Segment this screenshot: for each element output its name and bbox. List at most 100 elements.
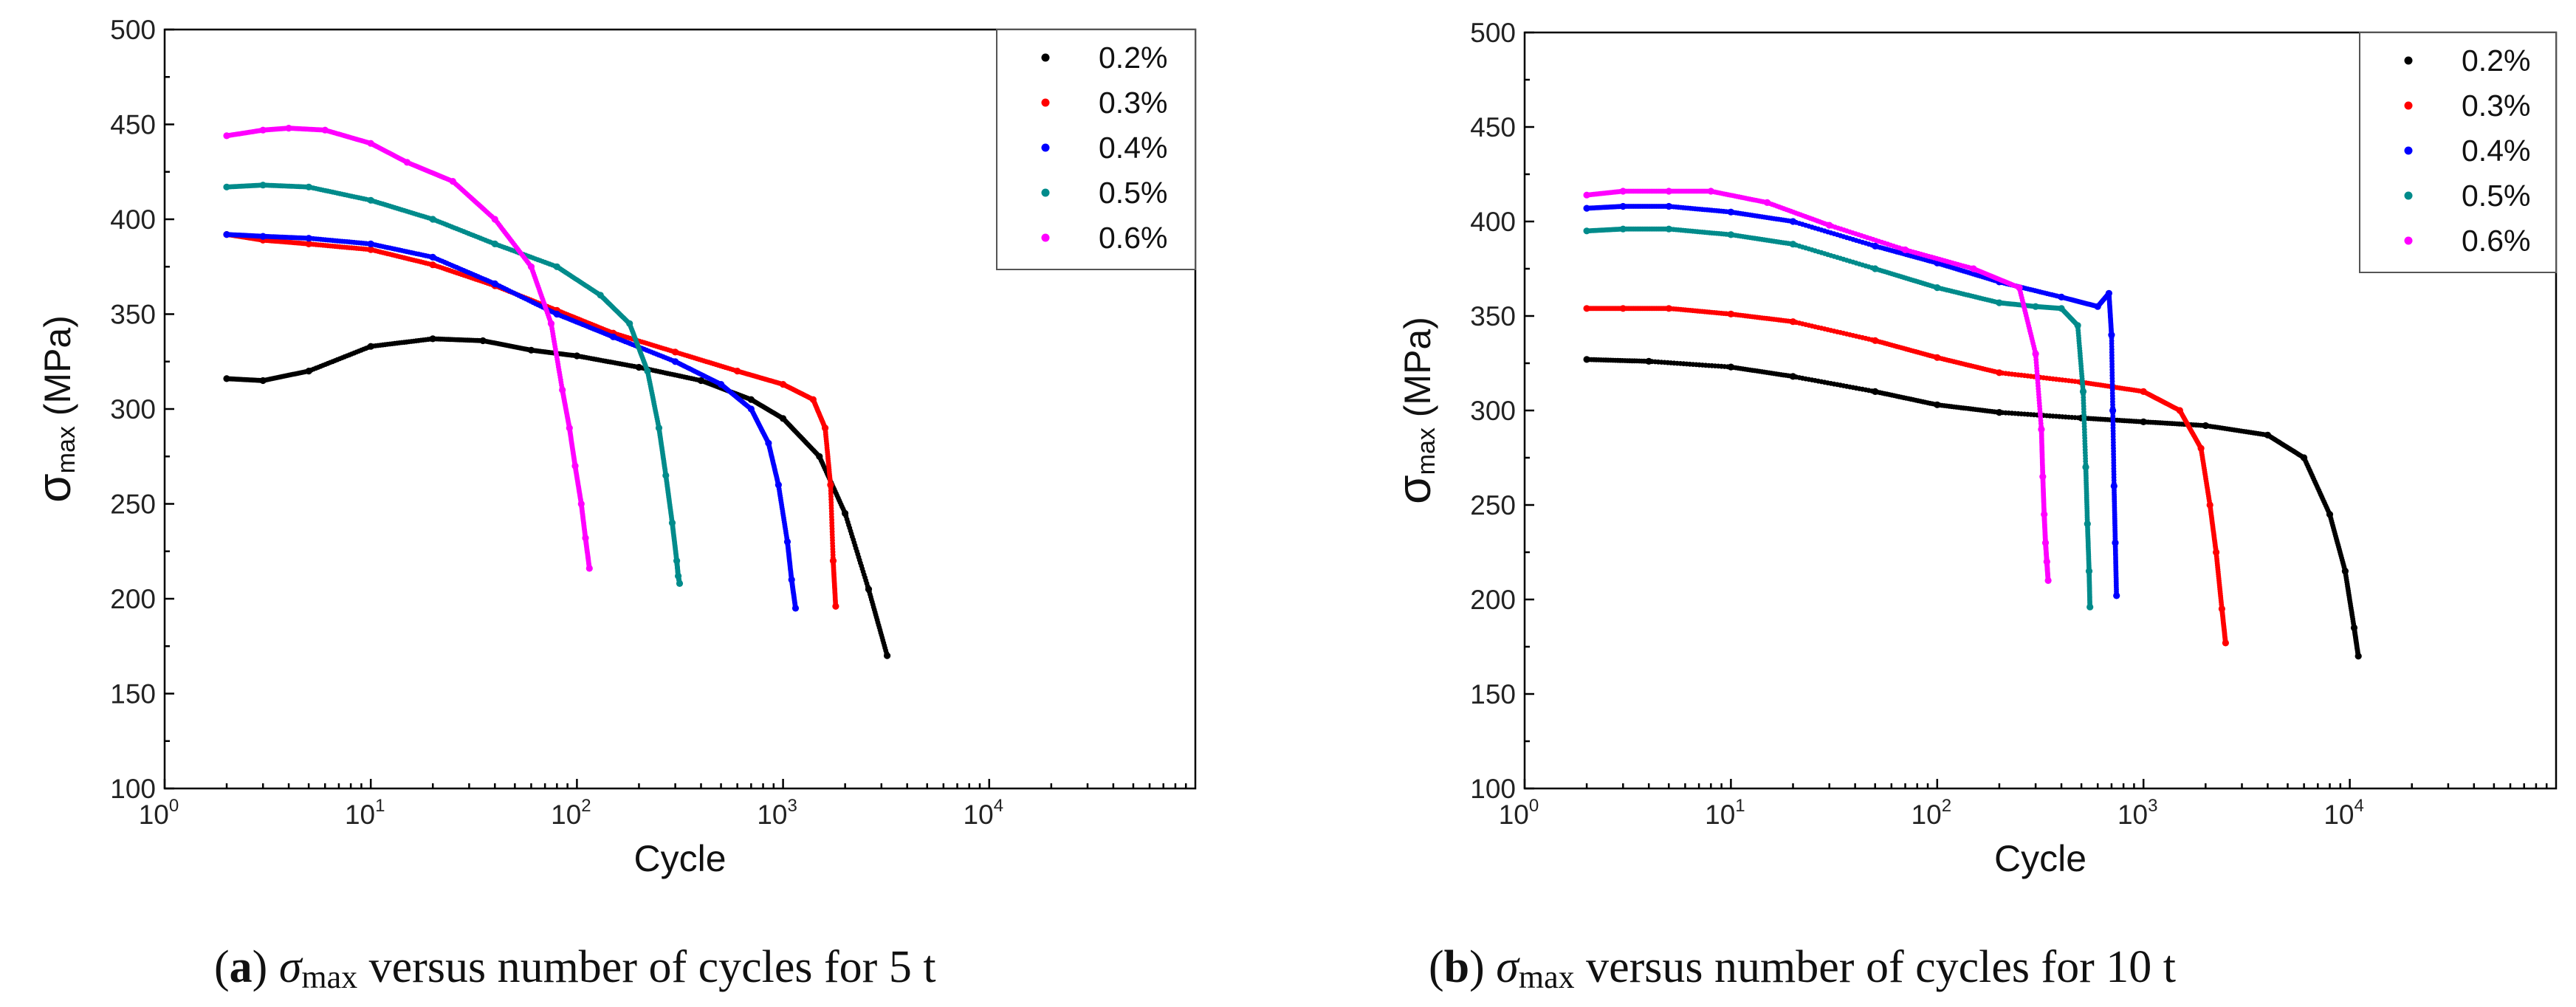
panel-caption: (a) σmax versus number of cycles for 5 t	[214, 942, 936, 995]
y-tick-label: 300	[1470, 396, 1516, 426]
data-point	[1619, 305, 1627, 312]
data-point	[547, 320, 555, 327]
series-0.3pct	[223, 231, 839, 610]
y-tick-label: 500	[1470, 18, 1516, 48]
y-tick-label: 450	[110, 110, 156, 140]
data-point	[585, 565, 593, 572]
data-point	[2218, 605, 2225, 613]
data-point	[827, 481, 834, 489]
data-point	[367, 140, 374, 147]
data-point	[597, 292, 604, 299]
caption-open: (	[1429, 942, 1444, 992]
data-point	[1727, 310, 1734, 317]
x-tick-label: 101	[1705, 796, 1745, 830]
legend-label: 0.2%	[2462, 44, 2530, 78]
legend-box	[996, 29, 1196, 270]
series-0.6pct	[223, 125, 593, 572]
data-point	[2140, 418, 2147, 426]
legend-marker	[2404, 236, 2413, 245]
data-point	[610, 333, 617, 340]
data-point	[223, 183, 230, 190]
data-point	[2085, 568, 2093, 575]
data-point	[635, 363, 643, 371]
data-point	[655, 425, 663, 432]
data-point	[321, 126, 329, 134]
legend-item: 0.3%	[1041, 86, 1167, 120]
data-point	[577, 500, 585, 508]
data-point	[672, 348, 679, 356]
data-point	[2041, 511, 2048, 518]
data-point	[1727, 231, 1734, 238]
data-point	[479, 337, 487, 345]
caption-symbol: σ	[1496, 942, 1520, 992]
data-point	[527, 346, 535, 354]
legend-marker	[1041, 188, 1050, 197]
data-point	[1707, 188, 1714, 195]
data-point	[1727, 208, 1734, 216]
legend-item: 0.4%	[2404, 134, 2530, 168]
x-tick-label: 102	[1912, 796, 1952, 830]
y-axis-title: σmax (MPa)	[27, 315, 80, 503]
x-axis-title: Cycle	[633, 838, 726, 879]
data-point	[1583, 191, 1590, 199]
data-point	[2016, 284, 2023, 292]
data-point	[780, 381, 787, 388]
y-tick-label: 100	[1470, 774, 1516, 804]
data-point	[2113, 592, 2120, 599]
data-point	[1619, 225, 1627, 233]
legend-label: 0.2%	[1099, 41, 1167, 75]
data-point	[2058, 293, 2065, 300]
data-point	[747, 396, 755, 403]
data-point	[285, 125, 292, 132]
legend-item: 0.2%	[1041, 41, 1167, 75]
caption-subscript: max	[301, 959, 357, 995]
data-point	[2206, 501, 2213, 509]
data-point	[1934, 354, 1941, 361]
data-point	[816, 453, 823, 460]
data-point	[429, 216, 436, 223]
data-point	[2110, 482, 2118, 490]
data-point	[1665, 202, 1672, 210]
x-tick-base: 10	[345, 800, 375, 830]
data-point	[553, 310, 560, 318]
x-tick-base: 10	[1912, 800, 1942, 830]
legend-marker	[1041, 53, 1050, 62]
data-point	[2326, 511, 2334, 518]
series-0.3pct	[1583, 305, 2229, 647]
x-tick-exponent: 4	[2354, 796, 2363, 816]
data-point	[2043, 558, 2050, 566]
data-point	[429, 261, 436, 269]
data-point	[829, 557, 837, 565]
data-point	[865, 585, 873, 593]
data-point	[367, 196, 374, 204]
data-point	[305, 368, 312, 375]
x-tick-label: 104	[2323, 796, 2364, 830]
data-point	[1583, 227, 1590, 235]
caption-subscript: max	[1519, 959, 1575, 995]
x-tick-exponent: 0	[1529, 796, 1539, 816]
data-point	[2086, 603, 2094, 611]
data-point	[718, 381, 725, 388]
data-point	[1901, 246, 1909, 253]
data-point	[2032, 303, 2039, 310]
data-point	[571, 462, 579, 470]
x-tick-label: 100	[1499, 796, 1539, 830]
legend-label: 0.4%	[1099, 131, 1167, 165]
data-point	[305, 240, 312, 247]
y-tick-label: 200	[110, 584, 156, 614]
legend-marker	[1041, 98, 1050, 107]
data-point	[673, 557, 681, 565]
legend-item: 0.6%	[2404, 224, 2530, 258]
data-point	[765, 439, 772, 447]
x-tick-base: 10	[757, 800, 787, 830]
data-point	[2094, 303, 2101, 310]
caption-letter: a	[230, 942, 253, 992]
data-point	[1996, 409, 2003, 416]
data-point	[2140, 388, 2147, 396]
data-point	[491, 280, 498, 287]
data-point	[582, 535, 589, 542]
y-axis-subscript: max	[1412, 427, 1440, 475]
